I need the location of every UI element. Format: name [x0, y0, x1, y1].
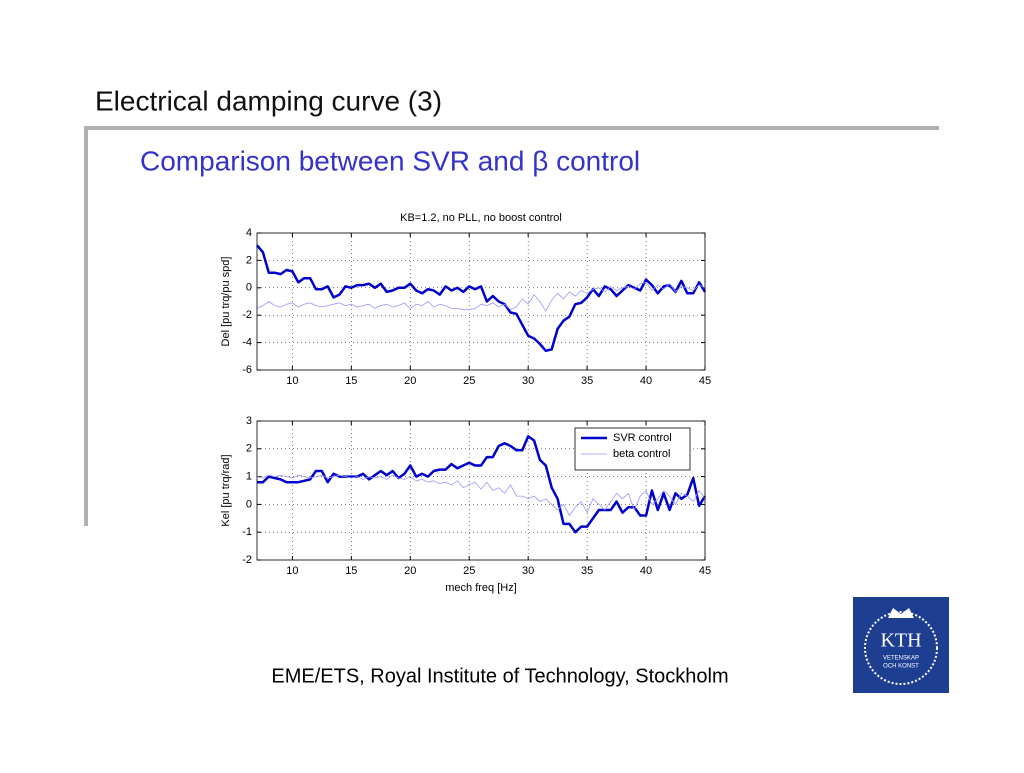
x-tick-label: 15	[345, 565, 357, 577]
x-tick-label: 45	[699, 565, 711, 577]
x-tick-label: 40	[640, 375, 652, 387]
plot-frame	[256, 420, 706, 561]
logo-crown	[888, 608, 914, 618]
x-axis-label: mech freq [Hz]	[445, 582, 517, 594]
series-line	[256, 474, 706, 516]
legend-box	[574, 427, 691, 471]
x-tick-label: 35	[581, 565, 593, 577]
x-tick-label: 25	[463, 565, 475, 577]
y-tick-label: 4	[246, 227, 252, 239]
x-tick-label: 30	[522, 565, 534, 577]
x-tick-label: 40	[640, 565, 652, 577]
y-tick-label: -6	[242, 364, 252, 376]
y-tick-label: 3	[246, 415, 252, 427]
side-rule	[84, 126, 88, 526]
x-tick-label: 25	[463, 375, 475, 387]
series-line	[256, 281, 706, 312]
y-axis-label: Del [pu trq/pu spd]	[220, 257, 232, 347]
y-tick-label: 1	[246, 471, 252, 483]
series-line	[257, 435, 707, 534]
y-tick-label: -4	[242, 337, 252, 349]
y-tick-label: 2	[246, 254, 252, 266]
plot-area	[257, 233, 705, 370]
y-axis-label: Kel [pu trq/rad]	[220, 454, 232, 526]
x-tick-label: 45	[699, 375, 711, 387]
logo-line: OCH KONST	[883, 664, 919, 670]
y-tick-label: -2	[242, 554, 252, 566]
title-rule	[85, 126, 939, 130]
slide-title: Electrical damping curve (3)	[95, 85, 442, 116]
logo: KTH VETENSKAP OCH KONST	[853, 597, 949, 693]
y-tick-label: -2	[242, 309, 252, 321]
logo-line: VETENSKAP	[883, 656, 919, 662]
x-tick-label: 10	[286, 565, 298, 577]
x-tick-label: 15	[345, 375, 357, 387]
y-tick-label: 0	[246, 498, 252, 510]
footer: EME/ETS, Royal Institute of Technology, …	[271, 665, 728, 687]
y-tick-label: 0	[246, 282, 252, 294]
plot-frame	[256, 232, 706, 371]
x-tick-label: 20	[404, 375, 416, 387]
series-line	[256, 244, 707, 353]
x-tick-label: 10	[286, 375, 298, 387]
legend-label: beta control	[613, 448, 670, 460]
logo-wreath	[864, 611, 938, 685]
x-tick-label: 35	[581, 375, 593, 387]
y-tick-label: -1	[242, 526, 252, 538]
logo-name: KTH	[880, 630, 921, 652]
chart-title: KB=1.2, no PLL, no boost control	[400, 212, 562, 224]
slide-subtitle: Comparison between SVR and β control	[140, 145, 640, 176]
x-tick-label: 20	[404, 565, 416, 577]
y-tick-label: 2	[246, 443, 252, 455]
legend-label: SVR control	[613, 432, 672, 444]
x-tick-label: 30	[522, 375, 534, 387]
